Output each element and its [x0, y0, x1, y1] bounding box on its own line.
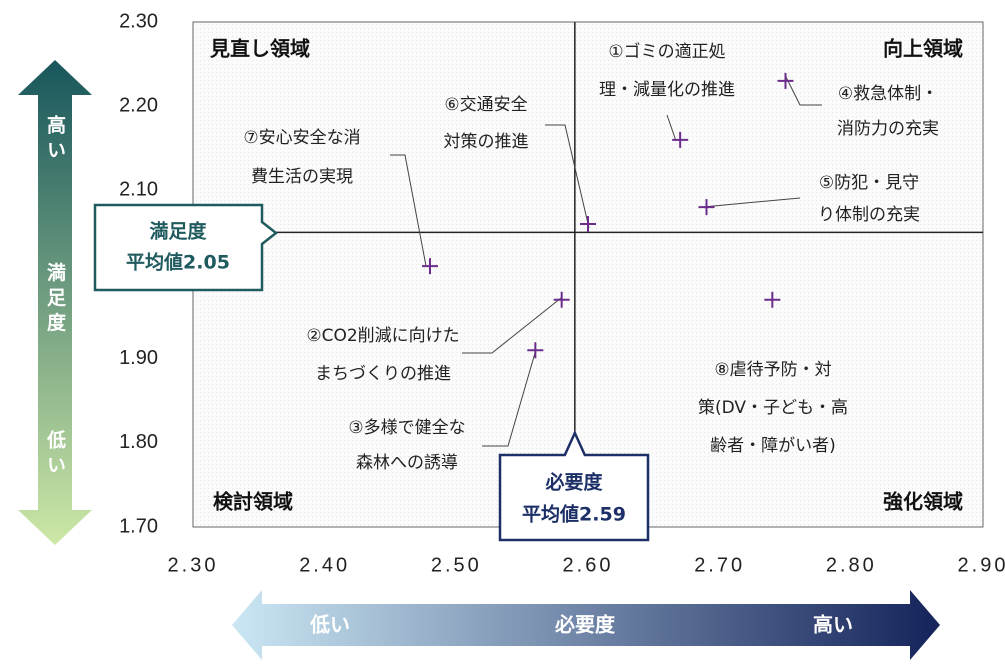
point-label: 対策の推進: [444, 132, 529, 152]
leader-line: [462, 297, 562, 354]
leader-line: [785, 76, 822, 106]
x-tick-label: 2.50: [431, 554, 482, 576]
x-arrow-label: 低い: [309, 613, 350, 637]
leader-line: [390, 154, 427, 267]
y-tick-label: 1.70: [119, 515, 158, 537]
point-label: ⑧虐待予防・対: [714, 360, 831, 380]
point-label: ⑤防犯・見守: [819, 173, 919, 193]
x-tick-label: 2.80: [826, 554, 877, 576]
x-tick-label: 2.90: [958, 554, 1005, 576]
point: [422, 258, 438, 275]
callout: [93, 203, 279, 292]
point-label: 森林への誘導: [356, 453, 458, 473]
leader-line: [666, 114, 677, 142]
point: [672, 131, 689, 148]
y-tick-label: 1.80: [119, 431, 158, 453]
callout-value: 平均値2.59: [522, 503, 626, 526]
point-label: 消防力の充実: [837, 119, 939, 139]
point-label: ④救急体制・: [838, 84, 938, 104]
point: [553, 291, 570, 308]
point: [527, 342, 544, 359]
point: [764, 291, 781, 308]
point-label: 費生活の実現: [251, 167, 353, 187]
quadrant-label: 見直し領域: [210, 37, 310, 61]
callout-value: 平均値2.05: [126, 251, 230, 274]
y-tick-label: 1.90: [119, 347, 158, 369]
point-label: ⑥交通安全: [444, 95, 527, 115]
leader-line: [545, 124, 590, 229]
leader-line: [702, 197, 801, 208]
callout: [498, 429, 650, 542]
y-arrow-label: 低い: [44, 429, 67, 480]
y-tick-label: 2.20: [119, 94, 158, 116]
quadrant-label: 向上領域: [883, 37, 963, 61]
point-label: まちづくりの推進: [315, 364, 451, 384]
point-label: り体制の充実: [818, 205, 920, 225]
y-tick-label: 2.30: [119, 10, 158, 32]
x-arrow: [232, 590, 940, 660]
point: [698, 199, 715, 216]
x-arrow-label: 必要度: [554, 613, 616, 637]
x-tick-label: 2.30: [168, 554, 219, 576]
x-tick-label: 2.60: [563, 554, 614, 576]
quadrant-label: 強化領域: [883, 490, 963, 514]
callout-name: 必要度: [544, 471, 603, 494]
x-tick-label: 2.40: [299, 554, 350, 576]
callout-name: 満足度: [149, 220, 207, 243]
point-label: 策(DV・子ども・高: [698, 398, 848, 418]
point-label: 齢者・障がい者): [710, 436, 836, 456]
point: [580, 216, 596, 232]
point-label: ⑦安心安全な消: [243, 128, 360, 148]
point-label: ③多様で健全な: [348, 418, 465, 438]
point-label: ②CO2削減に向けた: [306, 326, 459, 346]
plot-area: [192, 21, 984, 528]
x-arrow-label: 高い: [813, 613, 853, 637]
point-label: ①ゴミの適正処: [608, 41, 725, 62]
y-arrow-label: 満足度: [44, 262, 66, 337]
y-arrow: [18, 60, 92, 545]
leader-line: [482, 352, 536, 447]
y-tick-label: 2.10: [119, 179, 158, 201]
point-label: 理・減量化の推進: [599, 80, 735, 100]
x-tick-label: 2.70: [694, 554, 745, 576]
quadrant-label: 検討領域: [213, 490, 293, 514]
y-arrow-label: 高い: [44, 114, 66, 165]
point: [777, 72, 794, 89]
